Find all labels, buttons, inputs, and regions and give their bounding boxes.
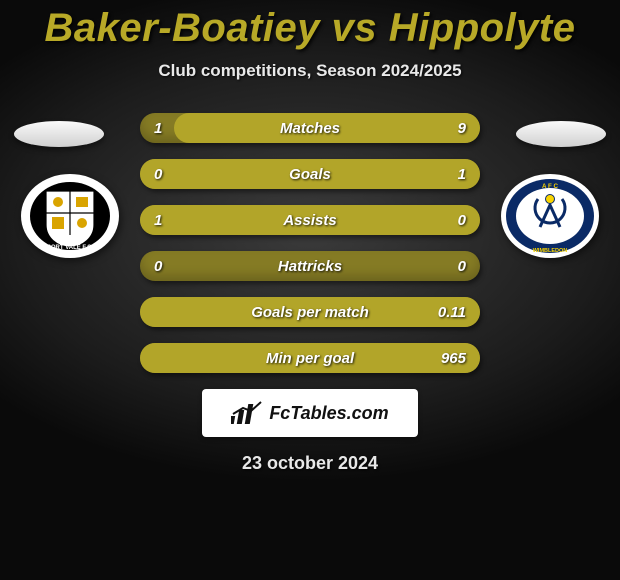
svg-text:WIMBLEDON: WIMBLEDON [533, 248, 568, 254]
stat-label: Assists [140, 205, 480, 235]
stat-row: 1Matches9 [140, 113, 480, 143]
stat-label: Min per goal [140, 343, 480, 373]
stat-row: 0Hattricks0 [140, 251, 480, 281]
stat-row: 0Goals1 [140, 159, 480, 189]
club-badge-right: A F C WIMBLEDON [500, 173, 600, 259]
stat-row: Min per goal965 [140, 343, 480, 373]
stat-right-value: 0 [458, 251, 466, 281]
page-title: Baker-Boatiey vs Hippolyte [0, 0, 620, 51]
stat-label: Goals [140, 159, 480, 189]
afc-wimbledon-badge-icon: A F C WIMBLEDON [500, 173, 600, 259]
brand-badge[interactable]: FcTables.com [202, 389, 418, 437]
stat-label: Matches [140, 113, 480, 143]
date-text: 23 october 2024 [0, 453, 620, 474]
stat-right-value: 0.11 [438, 297, 466, 327]
club-badge-left: PORT VALE F.C. 1876 [20, 173, 120, 259]
stat-right-value: 965 [441, 343, 466, 373]
stat-right-value: 1 [458, 159, 466, 189]
svg-text:A F C: A F C [542, 183, 558, 190]
player-left-avatar [14, 121, 104, 147]
stat-bars: 1Matches90Goals11Assists00Hattricks0Goal… [140, 113, 480, 373]
bar-chart-icon [231, 400, 263, 426]
subtitle: Club competitions, Season 2024/2025 [0, 61, 620, 81]
stat-row: 1Assists0 [140, 205, 480, 235]
stat-right-value: 0 [458, 205, 466, 235]
brand-text: FcTables.com [269, 403, 388, 424]
title-left: Baker-Boatiey [45, 6, 321, 50]
stat-label: Goals per match [140, 297, 480, 327]
stat-row: Goals per match0.11 [140, 297, 480, 327]
svg-text:1876: 1876 [65, 251, 76, 256]
title-vs: vs [332, 6, 378, 50]
port-vale-badge-icon: PORT VALE F.C. 1876 [20, 173, 120, 259]
player-right-avatar [516, 121, 606, 147]
title-right: Hippolyte [389, 6, 576, 50]
stat-label: Hattricks [140, 251, 480, 281]
stat-right-value: 9 [458, 113, 466, 143]
